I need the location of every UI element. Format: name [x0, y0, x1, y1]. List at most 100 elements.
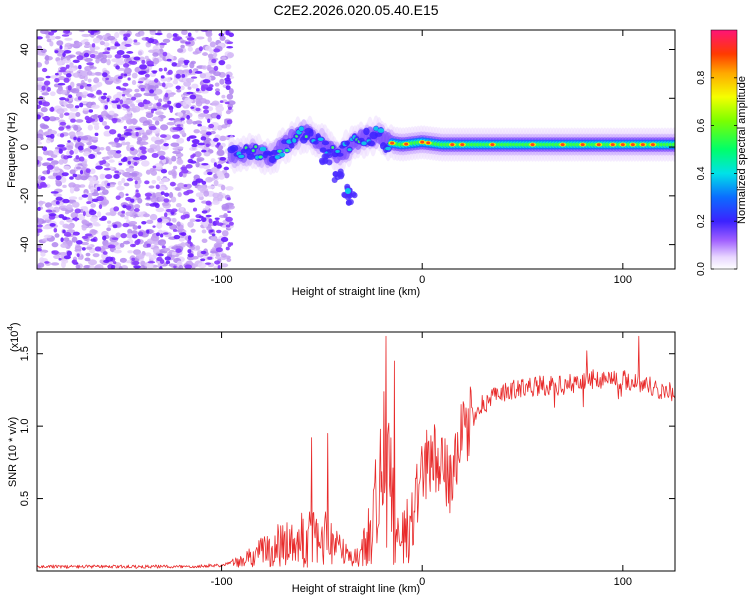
noise-cell	[79, 184, 86, 188]
noise-cell	[194, 30, 199, 33]
noise-cell	[93, 77, 100, 84]
noise-cell	[169, 107, 173, 113]
noise-cell	[230, 242, 234, 246]
noise-cell	[161, 201, 170, 207]
noise-cell	[78, 64, 82, 70]
noise-cell	[187, 86, 192, 90]
noise-cell	[216, 229, 222, 234]
noise-cell	[136, 238, 141, 244]
noise-cell	[124, 215, 129, 220]
noise-cell	[59, 220, 65, 226]
noise-cell	[92, 253, 100, 258]
noise-cell	[152, 46, 161, 51]
noise-cell	[195, 245, 201, 251]
noise-cell	[225, 216, 233, 222]
ridge-core-cell	[373, 126, 379, 131]
noise-cell	[63, 231, 72, 237]
noise-cell	[187, 235, 192, 241]
noise-cell	[192, 207, 198, 212]
noise-cell	[64, 98, 70, 102]
noise-cell	[37, 265, 41, 269]
noise-cell	[192, 139, 200, 145]
noise-cell	[180, 44, 185, 49]
noise-cell	[171, 62, 178, 67]
noise-cell	[168, 117, 175, 121]
noise-cell	[103, 133, 111, 137]
noise-cell	[37, 247, 43, 252]
ridge-hot-cell	[560, 143, 565, 147]
noise-cell	[124, 99, 133, 104]
noise-cell	[119, 99, 124, 105]
colorbar-tick-label: 0.0	[696, 262, 707, 276]
noise-cell	[95, 165, 103, 170]
noise-cell	[114, 53, 122, 59]
noise-cell	[126, 177, 134, 182]
noise-cell	[129, 118, 138, 124]
noise-cell	[207, 118, 211, 124]
noise-cell	[41, 92, 50, 96]
noise-cell	[125, 128, 133, 132]
noise-cell	[144, 252, 152, 257]
noise-cell	[137, 225, 142, 229]
noise-cell	[51, 250, 59, 255]
noise-cell	[42, 214, 52, 220]
noise-cell	[131, 234, 138, 239]
noise-cell	[176, 221, 181, 227]
noise-cell	[94, 265, 100, 269]
noise-cell	[114, 32, 120, 39]
noise-cell	[56, 40, 64, 46]
noise-cell	[81, 194, 89, 198]
noise-cell	[221, 230, 229, 237]
noise-cell	[81, 160, 87, 167]
noise-cell	[91, 104, 100, 109]
noise-cell	[207, 256, 213, 260]
noise-cell	[75, 264, 81, 269]
noise-cell	[63, 165, 71, 170]
ridge-hot-cell	[426, 141, 431, 145]
spectrogram-y-ticks: -40 -20 0 20 40	[19, 43, 675, 253]
noise-cell	[151, 153, 159, 158]
noise-cell	[163, 212, 168, 218]
noise-cell	[140, 87, 145, 92]
x-tick-label: 0	[419, 576, 425, 588]
x-tick-label: -100	[211, 274, 233, 286]
noise-cell	[211, 58, 217, 64]
noise-cell	[180, 117, 185, 121]
noise-cell	[122, 82, 129, 87]
noise-cell	[55, 200, 60, 205]
noise-cell	[120, 214, 125, 218]
branch-cell	[351, 192, 358, 199]
noise-cell	[64, 112, 70, 116]
noise-cell	[123, 125, 127, 130]
noise-cell	[152, 57, 160, 65]
ridge-hot-cell	[630, 143, 635, 147]
noise-cell	[69, 186, 75, 194]
noise-cell	[191, 143, 198, 148]
noise-cell	[87, 78, 92, 83]
noise-cell	[42, 146, 48, 152]
branch-cell	[331, 177, 338, 184]
noise-cell	[86, 70, 93, 76]
ridge-hot-cell	[610, 143, 615, 147]
noise-cell	[141, 135, 149, 141]
ridge-hot-cell	[450, 143, 455, 147]
noise-cell	[177, 192, 182, 198]
noise-cell	[145, 169, 151, 175]
noise-cell	[125, 141, 131, 146]
noise-cell	[178, 264, 184, 269]
noise-cell	[195, 120, 202, 125]
noise-cell	[191, 180, 198, 186]
noise-cell	[108, 110, 115, 116]
noise-cell	[123, 171, 132, 178]
noise-cell	[132, 260, 140, 266]
noise-cell	[60, 207, 67, 212]
noise-cell	[144, 192, 153, 197]
noise-cell	[212, 200, 220, 205]
noise-cell	[102, 72, 108, 78]
noise-cell	[49, 40, 54, 47]
noise-cell	[69, 43, 78, 47]
noise-cell	[133, 208, 140, 212]
noise-cell	[201, 149, 207, 153]
noise-cell	[190, 106, 195, 109]
noise-cell	[118, 136, 126, 141]
